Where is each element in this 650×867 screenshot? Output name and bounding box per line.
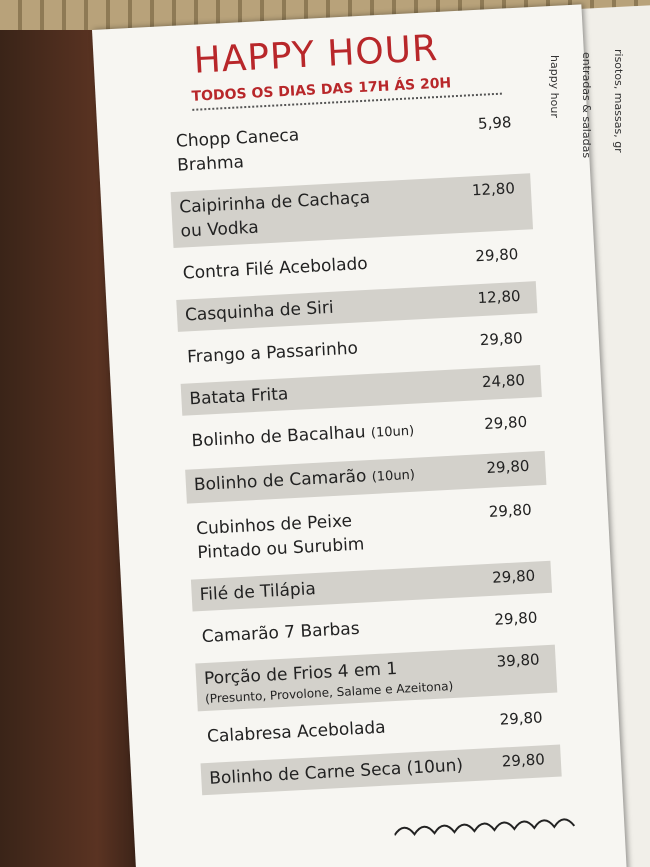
menu-item: Batata Frita 24,80: [180, 365, 542, 416]
menu-item: Bolinho de Bacalhau (10un) 29,80: [183, 407, 544, 460]
menu-card: HAPPY HOUR TODOS OS DIAS DAS 17H ÁS 20H …: [92, 4, 628, 867]
menu-item: Porção de Frios 4 em 1 (Presunto, Provolo…: [195, 644, 558, 712]
menu-item: Filé de Tilápia 29,80: [190, 560, 553, 612]
item-price: 29,80: [483, 412, 528, 434]
item-price: 29,80: [501, 750, 546, 771]
item-price: 29,80: [474, 245, 519, 266]
item-price: 12,80: [477, 286, 521, 308]
item-price: 12,80: [471, 179, 516, 200]
wave-decoration: [393, 818, 576, 836]
tab-label: entradas & saladas: [580, 52, 593, 159]
item-note: (10un): [371, 467, 416, 485]
item-price: 24,80: [481, 370, 526, 392]
menu-item: Contra Filé Acebolado 29,80: [174, 239, 535, 290]
menu-item: Casquinha de Siri 12,80: [176, 281, 538, 332]
item-price: 29,80: [486, 456, 530, 477]
menu-item: Calabresa Acebolada 29,80: [198, 703, 559, 754]
tab-label: risotos, massas, gr: [612, 49, 625, 153]
item-price: 29,80: [479, 328, 524, 350]
menu-item: Bolinho de Carne Seca (10un) 29,80: [200, 744, 562, 796]
item-list: Chopp Caneca Brahma 5,98 Caipirinha de Cach…: [167, 107, 562, 805]
tab-label: happy hour: [548, 55, 561, 118]
menu-item: Cubinhos de Peixe Pintado ou Surubim 29,80: [187, 495, 549, 570]
title: HAPPY HOUR: [192, 27, 440, 82]
item-price: 5,98: [477, 113, 512, 133]
menu-item: Caipirinha de Cachaça ou Vodka 12,80: [170, 173, 534, 249]
item-note: (10un): [370, 423, 415, 441]
menu-item: Bolinho de Camarão (10un) 29,80: [185, 450, 547, 504]
item-price: 29,80: [491, 566, 536, 587]
menu-item: Frango a Passarinho 29,80: [178, 323, 539, 374]
item-price: 29,80: [493, 608, 538, 629]
item-price: 39,80: [496, 650, 541, 671]
item-price: 29,80: [499, 708, 544, 729]
item-price: 29,80: [488, 500, 533, 521]
menu-item: Camarão 7 Barbas 29,80: [193, 603, 554, 654]
menu-item: Chopp Caneca Brahma 5,98: [167, 107, 529, 182]
